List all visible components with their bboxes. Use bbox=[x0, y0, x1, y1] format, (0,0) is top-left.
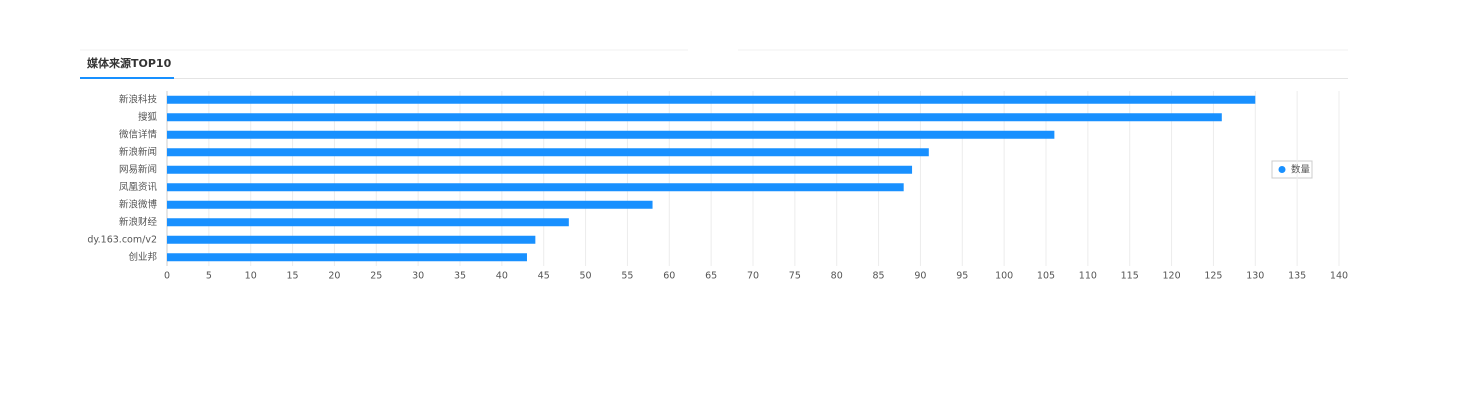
y-tick-label: dy.163.com/v2 bbox=[87, 234, 157, 245]
x-tick-label: 100 bbox=[995, 271, 1013, 282]
chart-title: 媒体来源TOP10 bbox=[86, 56, 172, 70]
x-tick-label: 105 bbox=[1037, 271, 1055, 282]
bar bbox=[167, 148, 929, 157]
x-tick-label: 130 bbox=[1246, 271, 1264, 282]
x-tick-label: 50 bbox=[580, 271, 592, 282]
legend-box bbox=[1271, 160, 1313, 179]
bar bbox=[167, 95, 1256, 104]
x-tick-label: 30 bbox=[412, 271, 424, 282]
x-tick-label: 55 bbox=[621, 271, 633, 282]
x-tick-label: 25 bbox=[370, 271, 382, 282]
x-tick-label: 35 bbox=[454, 271, 466, 282]
bar bbox=[167, 130, 1055, 139]
bar bbox=[167, 235, 536, 244]
x-tick-label: 135 bbox=[1288, 271, 1306, 282]
bar bbox=[167, 165, 913, 174]
bar bbox=[167, 183, 904, 192]
y-tick-label: 新浪财经 bbox=[119, 216, 158, 228]
x-tick-label: 85 bbox=[873, 271, 885, 282]
y-tick-label: 网易新闻 bbox=[119, 163, 157, 175]
x-tick-label: 70 bbox=[747, 271, 759, 282]
x-tick-label: 120 bbox=[1163, 271, 1181, 282]
x-tick-label: 10 bbox=[245, 271, 257, 282]
y-tick-label: 创业邦 bbox=[128, 251, 157, 263]
x-tick-label: 115 bbox=[1121, 271, 1139, 282]
x-tick-label: 95 bbox=[956, 271, 968, 282]
x-tick-label: 140 bbox=[1330, 271, 1348, 282]
x-tick-label: 60 bbox=[663, 271, 675, 282]
x-tick-label: 40 bbox=[496, 271, 508, 282]
x-tick-label: 20 bbox=[328, 271, 340, 282]
x-tick-label: 75 bbox=[789, 271, 801, 282]
bar bbox=[167, 200, 653, 209]
x-tick-label: 5 bbox=[206, 271, 212, 282]
x-tick-label: 110 bbox=[1079, 271, 1097, 282]
bar bbox=[167, 113, 1222, 122]
legend-label: 数量 bbox=[1291, 164, 1311, 176]
x-tick-label: 0 bbox=[164, 271, 170, 282]
x-tick-label: 15 bbox=[287, 271, 299, 282]
x-tick-label: 125 bbox=[1204, 271, 1222, 282]
bar bbox=[167, 218, 569, 227]
y-tick-label: 新浪新闻 bbox=[119, 146, 157, 158]
y-tick-label: 搜狐 bbox=[138, 111, 158, 123]
x-tick-label: 90 bbox=[914, 271, 926, 282]
bar bbox=[167, 253, 527, 262]
y-tick-label: 新浪科技 bbox=[119, 93, 158, 105]
x-tick-label: 80 bbox=[831, 271, 843, 282]
y-tick-label: 微信详情 bbox=[119, 128, 158, 140]
y-tick-label: 新浪微博 bbox=[119, 198, 158, 210]
x-tick-label: 45 bbox=[538, 271, 550, 282]
x-tick-label: 65 bbox=[705, 271, 717, 282]
y-tick-label: 凤凰资讯 bbox=[119, 182, 158, 193]
legend-marker bbox=[1278, 166, 1286, 173]
